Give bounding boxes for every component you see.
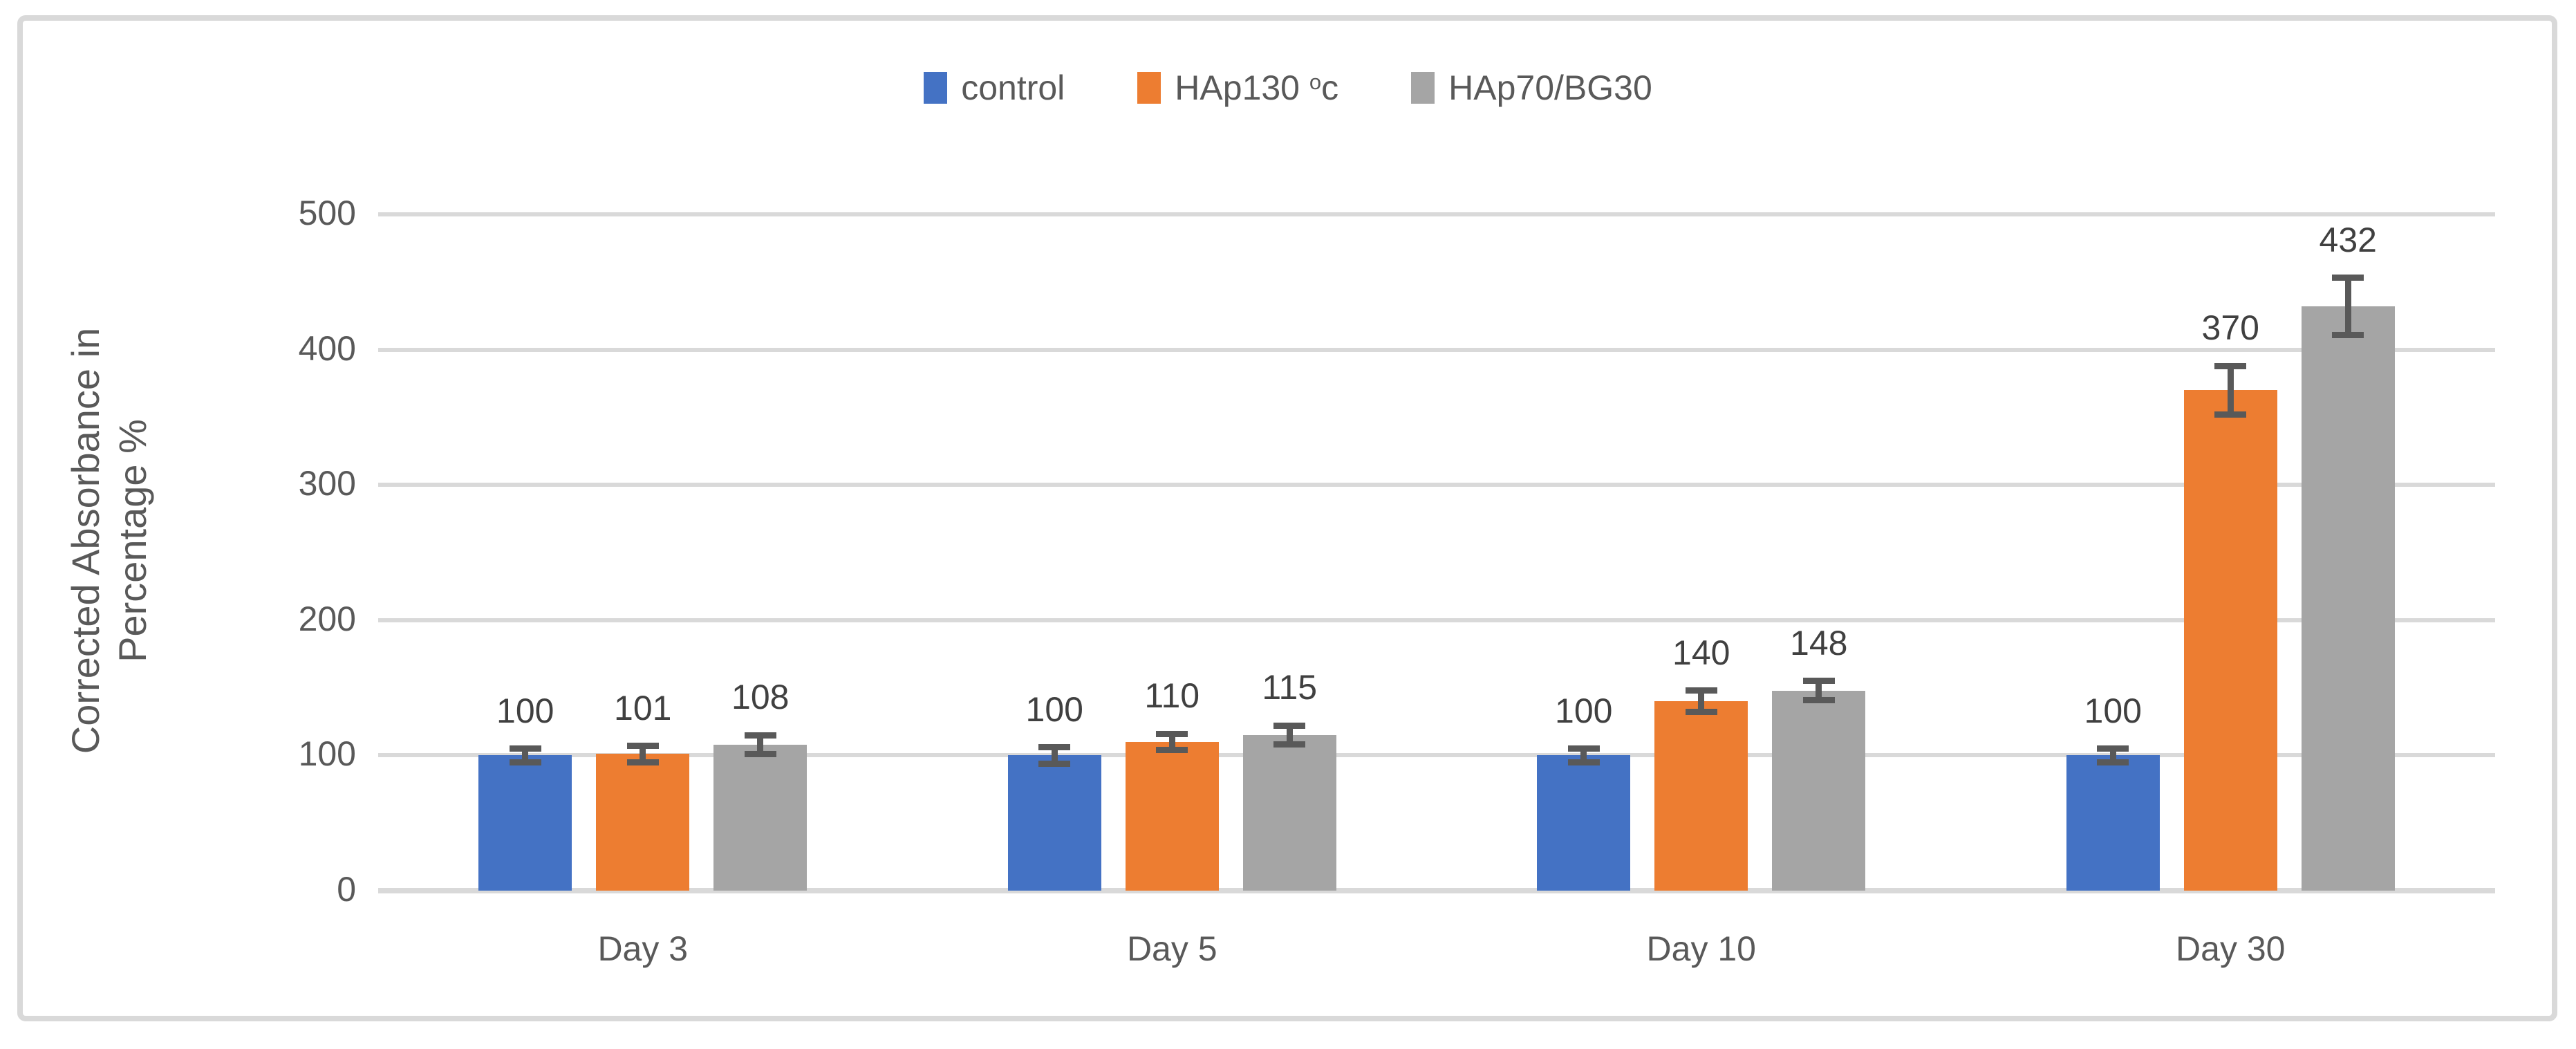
data-label-hap130-c-day-30: 370 bbox=[2201, 308, 2259, 348]
error-bar bbox=[1038, 760, 1071, 767]
x-axis-line bbox=[378, 888, 2495, 893]
y-tick-label-0: 0 bbox=[337, 870, 356, 909]
data-label-control-day-10: 100 bbox=[1555, 691, 1613, 730]
x-category-label-day-3: Day 3 bbox=[597, 929, 689, 968]
data-label-control-day-30: 100 bbox=[2084, 691, 2142, 730]
error-bar bbox=[2332, 331, 2364, 338]
error-bar bbox=[2227, 366, 2234, 415]
error-bar bbox=[2332, 275, 2364, 281]
x-category-label-day-30: Day 30 bbox=[2176, 929, 2286, 968]
data-label-control-day-3: 100 bbox=[496, 691, 554, 730]
error-bar bbox=[1273, 741, 1306, 748]
error-bar bbox=[1156, 730, 1188, 737]
y-axis-title-line-1: Corrected Absorbance in bbox=[64, 327, 107, 754]
error-bar bbox=[744, 750, 776, 757]
legend-label-text: control bbox=[961, 68, 1065, 107]
gridline-500 bbox=[378, 212, 2495, 216]
bar-control-day-30[interactable] bbox=[2066, 755, 2160, 891]
legend-item-hap70-bg30[interactable]: HAp70/BG30 bbox=[1411, 68, 1652, 108]
legend-swatch-icon bbox=[1137, 72, 1161, 104]
bar-hap70-bg30-day-5[interactable] bbox=[1242, 735, 1336, 891]
legend-label-superscript: o bbox=[1309, 69, 1322, 94]
error-bar bbox=[1168, 734, 1175, 750]
error-bar bbox=[757, 735, 764, 754]
error-bar bbox=[509, 759, 541, 765]
error-bar bbox=[2097, 745, 2129, 752]
gridline-300 bbox=[378, 483, 2495, 488]
legend-swatch-icon bbox=[1411, 72, 1435, 104]
error-bar bbox=[744, 732, 776, 739]
data-label-hap70-bg30-day-5: 115 bbox=[1262, 668, 1318, 707]
y-tick-label-400: 400 bbox=[298, 328, 356, 368]
error-bar bbox=[2097, 759, 2129, 765]
error-bar bbox=[1038, 744, 1071, 751]
legend-label: control bbox=[961, 68, 1065, 108]
legend-label: HAp70/BG30 bbox=[1448, 68, 1652, 108]
bar-hap130-c-day-3[interactable] bbox=[596, 754, 690, 891]
data-label-hap70-bg30-day-30: 432 bbox=[2319, 220, 2377, 259]
error-bar bbox=[1802, 696, 1835, 703]
bar-hap130-c-day-30[interactable] bbox=[2183, 390, 2277, 891]
bar-hap130-c-day-5[interactable] bbox=[1125, 741, 1219, 891]
legend-label: HAp130 oc bbox=[1175, 68, 1338, 108]
error-bar bbox=[640, 745, 646, 763]
data-label-hap130-c-day-10: 140 bbox=[1672, 633, 1730, 672]
legend-label-text: c bbox=[1321, 68, 1339, 107]
y-tick-label-500: 500 bbox=[298, 194, 356, 232]
legend-label-text: HAp70/BG30 bbox=[1448, 68, 1652, 107]
error-bar bbox=[1685, 687, 1717, 694]
bar-hap130-c-day-10[interactable] bbox=[1654, 701, 1748, 891]
data-label-control-day-5: 100 bbox=[1025, 689, 1083, 729]
bar-hap70-bg30-day-10[interactable] bbox=[1772, 690, 1866, 891]
legend: control HAp130 oc HAp70/BG30 bbox=[0, 68, 2576, 108]
gridline-200 bbox=[378, 618, 2495, 622]
y-axis-title: Corrected Absorbance in Percentage % bbox=[62, 160, 159, 921]
legend-item-control[interactable]: control bbox=[924, 68, 1065, 108]
error-bar bbox=[626, 759, 659, 765]
x-category-label-day-10: Day 10 bbox=[1646, 929, 1756, 968]
y-tick-label-200: 200 bbox=[298, 599, 356, 638]
error-bar bbox=[509, 745, 541, 752]
error-bar bbox=[1567, 745, 1600, 752]
error-bar bbox=[1698, 690, 1705, 712]
bar-control-day-10[interactable] bbox=[1537, 755, 1631, 891]
plot-area: 100 101 108 100 110 115 100 140 148 100 370 432 bbox=[378, 212, 2495, 893]
y-tick-label-100: 100 bbox=[298, 734, 356, 774]
error-bar bbox=[1580, 748, 1587, 763]
error-bar bbox=[2214, 411, 2247, 418]
y-tick-label-300: 300 bbox=[298, 464, 356, 503]
gridline-100 bbox=[378, 753, 2495, 758]
bar-control-day-3[interactable] bbox=[478, 755, 572, 891]
data-label-hap130-c-day-3: 101 bbox=[614, 688, 672, 727]
data-label-hap70-bg30-day-10: 148 bbox=[1790, 623, 1848, 662]
error-bar bbox=[2344, 277, 2351, 335]
error-bar bbox=[1802, 678, 1835, 685]
error-bar bbox=[1816, 680, 1822, 700]
data-label-hap70-bg30-day-3: 108 bbox=[731, 678, 790, 717]
bar-hap70-bg30-day-30[interactable] bbox=[2301, 306, 2395, 891]
legend-swatch-icon bbox=[924, 72, 948, 104]
x-category-label-day-5: Day 5 bbox=[1126, 929, 1217, 968]
error-bar bbox=[1286, 725, 1293, 745]
error-bar bbox=[1156, 747, 1188, 754]
error-bar bbox=[2109, 748, 2116, 763]
data-label-hap130-c-day-5: 110 bbox=[1144, 676, 1200, 716]
error-bar bbox=[626, 743, 659, 750]
error-bar bbox=[1051, 747, 1058, 764]
error-bar bbox=[522, 748, 529, 763]
legend-item-hap130-c[interactable]: HAp130 oc bbox=[1137, 68, 1338, 108]
error-bar bbox=[2214, 362, 2247, 369]
error-bar bbox=[1567, 759, 1600, 765]
y-axis-title-line-2: Percentage % bbox=[111, 419, 155, 662]
error-bar bbox=[1273, 722, 1306, 729]
legend-label-text: HAp130 bbox=[1175, 68, 1309, 107]
bar-hap70-bg30-day-3[interactable] bbox=[713, 744, 808, 891]
gridline-400 bbox=[378, 347, 2495, 352]
bar-control-day-5[interactable] bbox=[1007, 755, 1101, 891]
error-bar bbox=[1685, 709, 1717, 716]
